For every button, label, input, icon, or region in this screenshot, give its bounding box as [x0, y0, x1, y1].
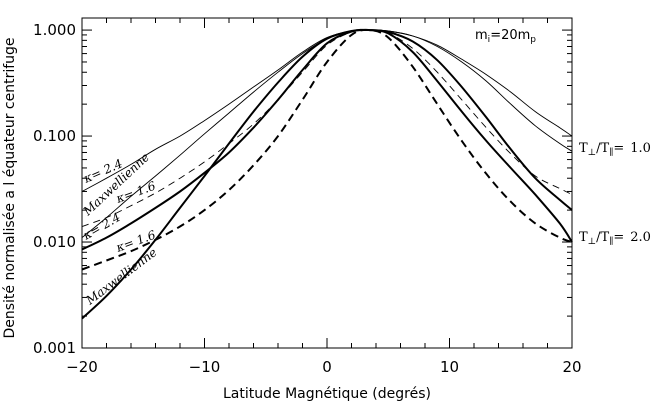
y-axis-title: Densité normalisée a l équateur centrifu…: [2, 37, 18, 338]
y-tick-label: 0.100: [33, 127, 76, 145]
ticks-layer: −20 −10 0 10 20 0.001 0.010 0.100 1.000: [33, 18, 582, 376]
x-tick-label: 10: [440, 358, 459, 376]
x-tick-label: 20: [562, 358, 581, 376]
mass-annotation: mi=20mp: [475, 28, 536, 45]
x-tick-label: −10: [189, 358, 221, 376]
x-tick-label: 0: [322, 358, 332, 376]
y-tick-label: 1.000: [33, 21, 76, 39]
y-tick-label: 0.001: [33, 339, 76, 357]
ratio-label-1: T⊥/T∥= 1.0: [579, 141, 651, 158]
ratio-label-2: T⊥/T∥= 2.0: [579, 230, 651, 247]
y-tick-label: 0.010: [33, 233, 76, 251]
x-tick-label: −20: [66, 358, 98, 376]
series-line-3: [81, 29, 573, 227]
series-line-5: [81, 28, 573, 251]
series-line-6: [81, 28, 573, 271]
series-line-2: [81, 29, 573, 192]
curves-layer: [81, 28, 573, 320]
x-axis-title: Latitude Magnétique (degrés): [223, 386, 431, 402]
series-line-4: [81, 28, 573, 320]
plot-frame: [81, 17, 573, 349]
